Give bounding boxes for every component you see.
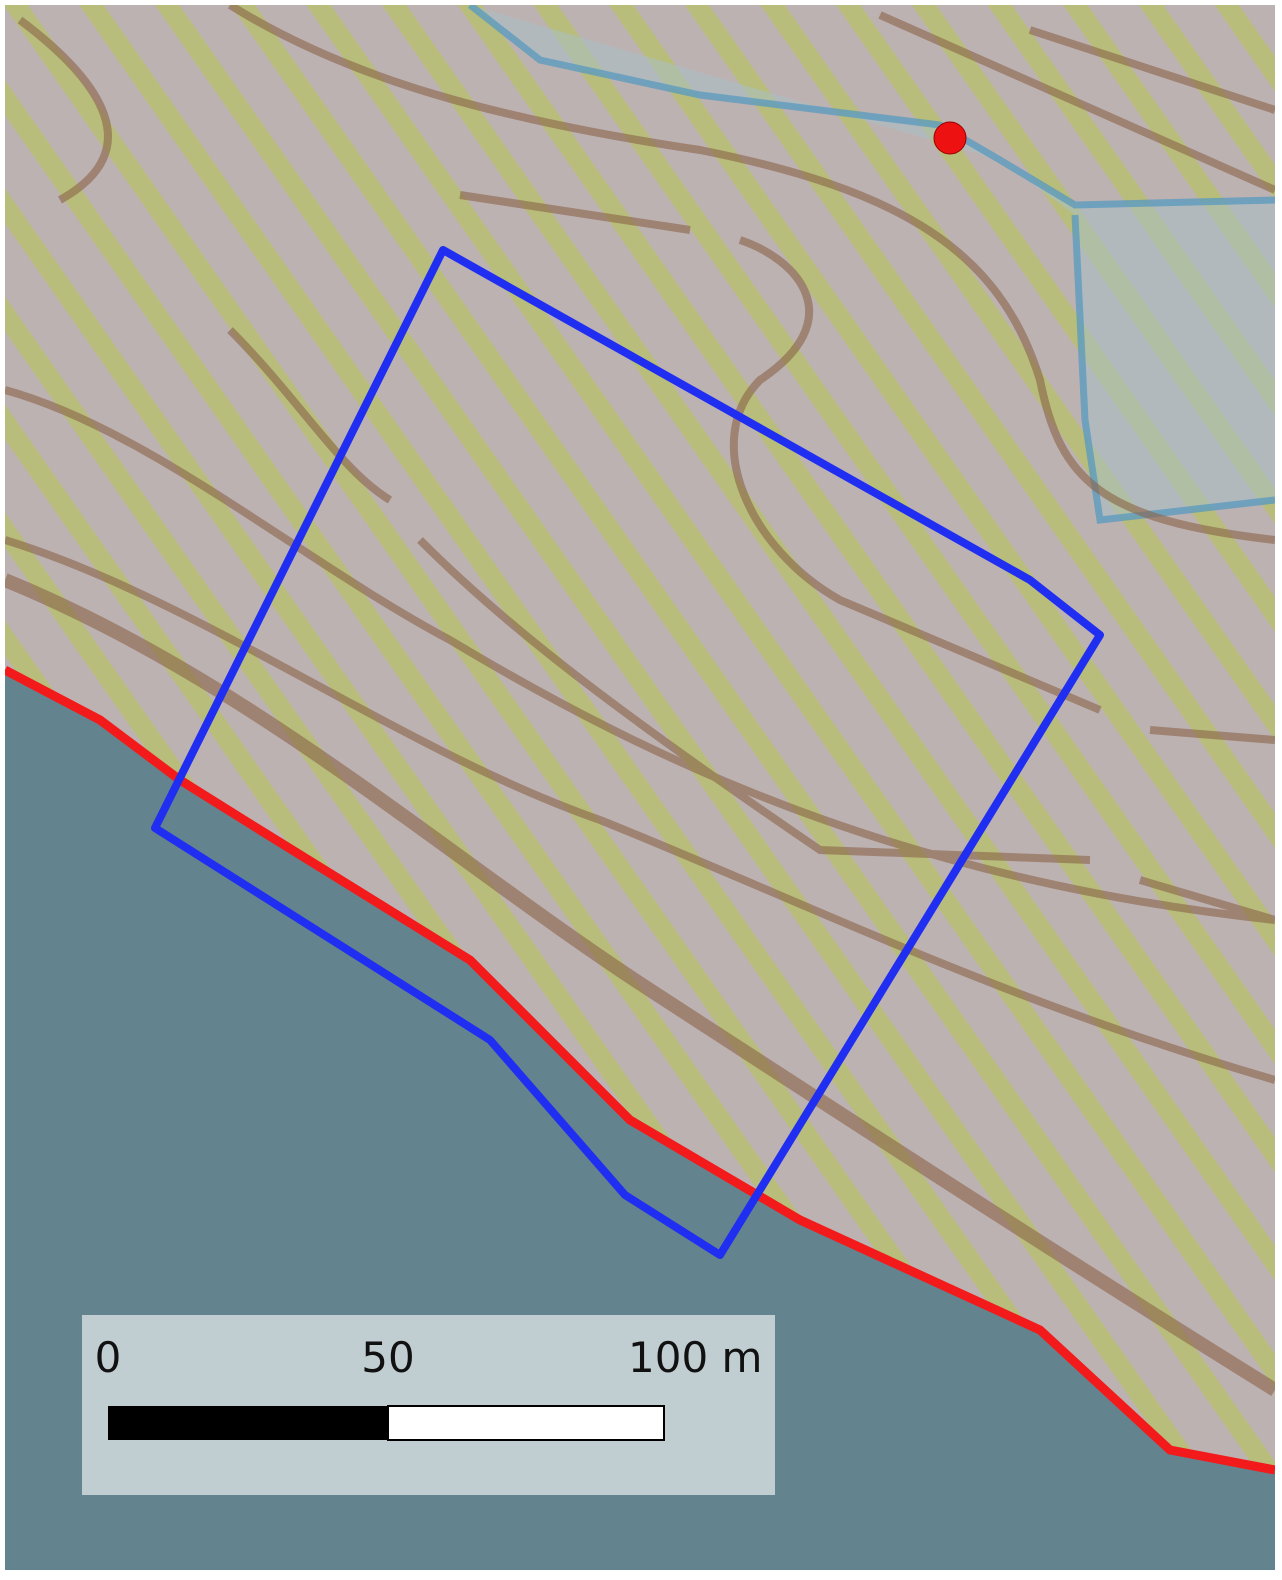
scale-label: 50 bbox=[361, 1333, 414, 1382]
scale-label: 0 bbox=[95, 1333, 122, 1382]
scale-label: 100 m bbox=[628, 1333, 762, 1382]
map: 0 50 100 m bbox=[0, 0, 1282, 1580]
scale-bar: 0 50 100 m bbox=[82, 1315, 775, 1495]
point-marker bbox=[934, 122, 966, 154]
scale-segment bbox=[388, 1406, 664, 1440]
scale-segment bbox=[108, 1406, 388, 1440]
page: {"scale_bar": {"labels": ["0", "50", "10… bbox=[0, 0, 1282, 1580]
